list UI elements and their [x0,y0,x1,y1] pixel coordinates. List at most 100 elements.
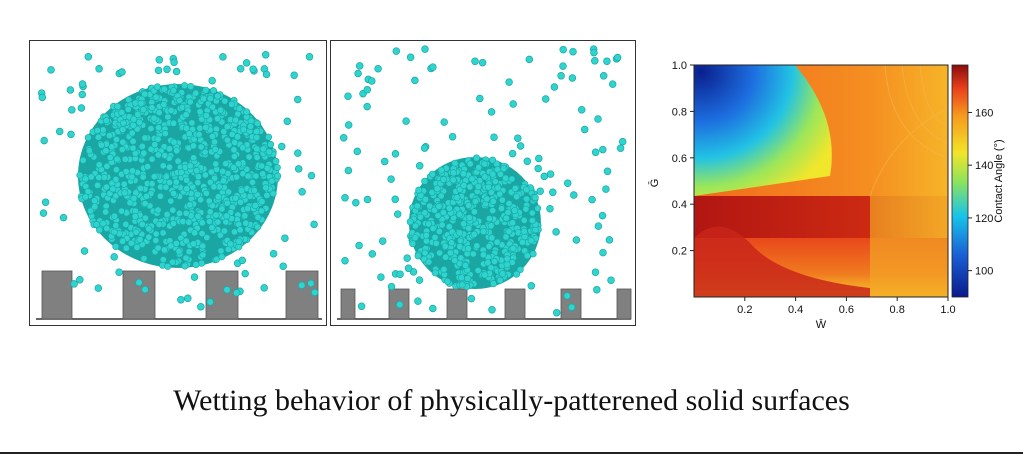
vapor-particle [59,213,68,222]
droplet-particle [147,145,155,153]
vapor-particle [352,198,360,207]
droplet-particle [189,183,197,191]
vapor-particle [616,144,625,152]
droplet-particle [440,176,448,184]
droplet-particle [119,119,127,127]
droplet-particle [236,226,244,234]
droplet-particle [460,220,468,228]
droplet-particle [448,239,456,247]
droplet-particle [182,124,190,132]
droplet-particle [163,210,171,218]
droplet-particle [141,214,149,222]
droplet-particle [91,203,99,211]
vapor-particle [241,269,249,278]
droplet-particle [193,167,201,175]
vapor-particle [344,121,353,129]
vapor-particle [219,53,227,61]
vapor-particle [55,127,64,136]
droplet-particle [258,198,266,206]
droplet-particle [509,244,517,252]
vapor-particle [110,253,118,261]
vapor-particle [141,285,149,294]
droplet-particle [186,162,194,170]
surface-pillar [41,270,73,320]
droplet-particle [113,155,121,163]
droplet-particle [164,262,172,270]
droplet-particle [223,123,231,131]
vapor-particle [310,288,319,297]
droplet-particle [112,175,120,183]
droplet [406,154,542,291]
vapor-particle [78,90,87,99]
droplet-particle [132,228,140,236]
droplet-particle [481,160,489,168]
vapor-particle [262,70,271,79]
droplet-particle [152,93,160,101]
droplet-particle [242,219,250,227]
droplet-particle [434,212,442,220]
droplet-particle [422,231,430,239]
droplet-particle [199,251,207,259]
heatmap-region-right-strip [870,196,948,297]
droplet-particle [190,240,198,248]
droplet-particle [474,267,482,275]
vapor-particle [563,292,571,300]
droplet-particle [137,184,145,192]
vapor-particle [40,136,48,145]
droplet-particle [523,195,531,203]
droplet-particle [202,112,210,120]
droplet-particle [456,229,464,237]
droplet-particle [231,153,239,161]
droplet-particle [234,160,242,168]
droplet-particle [136,235,144,243]
droplet-particle [431,269,439,277]
droplet-particle [195,131,203,139]
droplet-particle [160,246,168,254]
droplet-particle [421,249,429,257]
droplet-particle [259,170,267,178]
droplet-particle [139,106,147,114]
droplet-particle [122,244,130,252]
droplet-particle [250,186,258,194]
vapor-particle [84,53,93,61]
droplet-particle [103,224,111,232]
droplet-particle [194,179,202,187]
droplet-particle [106,154,114,162]
droplet-particle [484,259,492,267]
droplet-particle [102,202,110,210]
droplet-particle [126,199,134,207]
vapor-particle [387,282,396,291]
droplet-particle [119,237,127,245]
droplet-particle [496,276,504,284]
droplet-particle [451,159,459,167]
droplet-particle [129,144,137,152]
droplet-particle [227,240,235,248]
droplet-particle [81,193,89,201]
droplet-particle [483,195,491,203]
vapor-particle [618,137,627,146]
droplet-particle [159,256,167,264]
vapor-particle [559,62,567,70]
droplet-particle [148,155,156,163]
droplet-particle [121,189,129,197]
droplet-particle [201,148,209,156]
droplet-particle [458,274,466,282]
droplet-particle [172,178,180,186]
y-tick-label: 0.8 [672,106,687,118]
vapor-particle [223,286,231,294]
vapor-particle [393,210,402,218]
droplet-particle [435,202,443,210]
droplet-particle [414,252,422,260]
vapor-particle [310,220,318,229]
droplet-particle [127,239,135,247]
droplet-particle [124,105,132,113]
droplet-particle [139,173,147,181]
vapor-particle [567,303,576,312]
droplet-particle [167,197,175,205]
vapor-particle [208,76,216,85]
droplet-particle [172,240,180,248]
droplet-particle [144,163,152,171]
droplet-particle [167,107,175,115]
droplet-particle [140,149,148,157]
droplet-particle [166,163,174,171]
